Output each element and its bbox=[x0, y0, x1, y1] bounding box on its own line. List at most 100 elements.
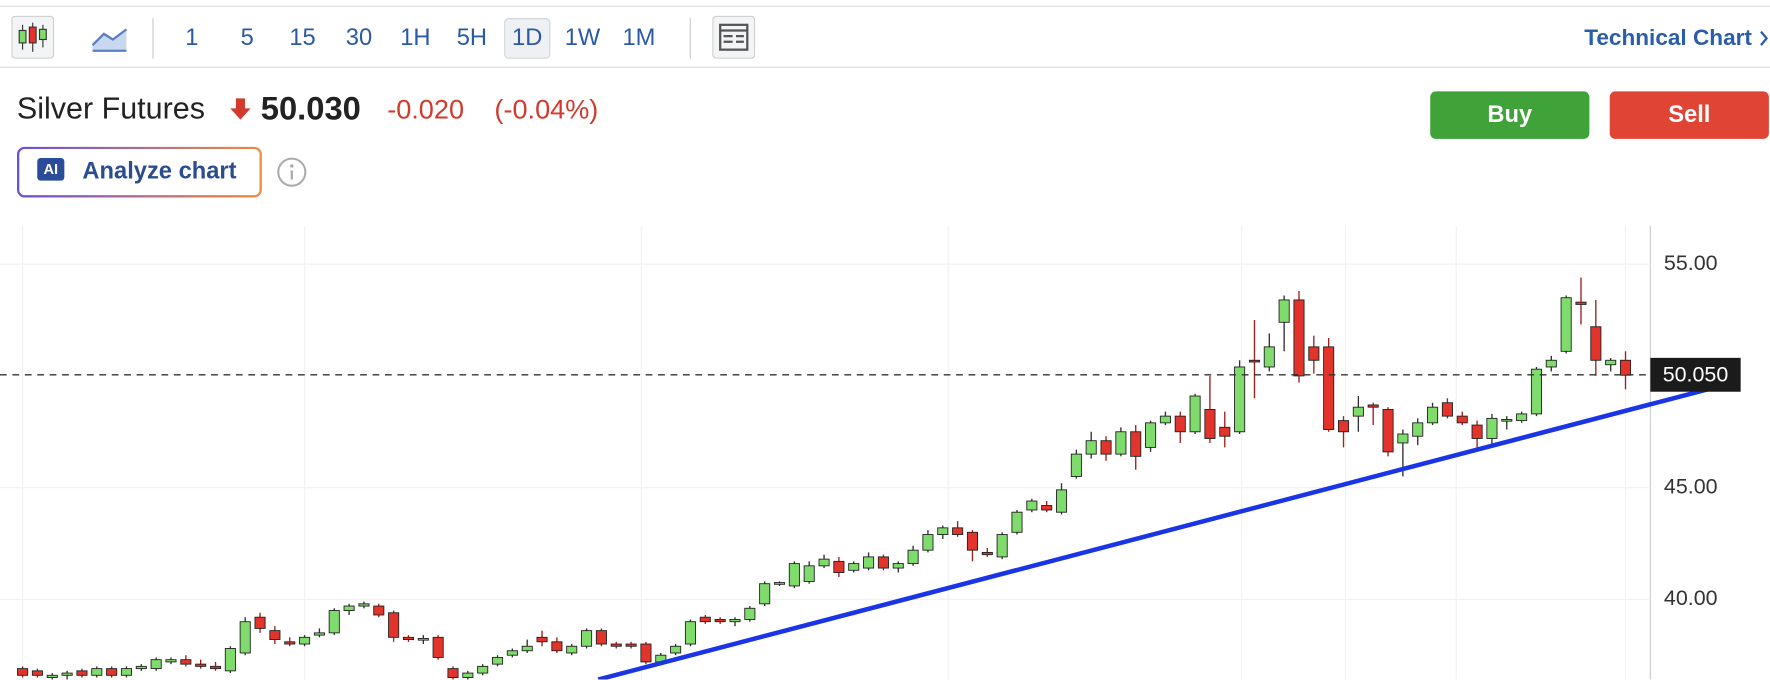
candle-body bbox=[877, 556, 889, 569]
candle-body bbox=[299, 636, 311, 645]
candle-body bbox=[61, 672, 73, 676]
candle-body bbox=[1456, 415, 1468, 424]
candle-body bbox=[209, 665, 222, 670]
candle-body bbox=[729, 619, 741, 623]
candle-body bbox=[1026, 500, 1038, 511]
candle-body bbox=[1174, 415, 1186, 433]
instrument-title: Silver Futures bbox=[16, 91, 205, 126]
analyze-button[interactable]: AI Analyze chart bbox=[17, 147, 262, 198]
candle-body bbox=[1189, 395, 1201, 433]
candle-body bbox=[1605, 359, 1617, 366]
interval-button[interactable]: 5H bbox=[456, 24, 488, 51]
candle-body bbox=[1234, 366, 1246, 433]
candle-body bbox=[1575, 301, 1587, 305]
candle-body bbox=[1471, 424, 1483, 439]
candle-body bbox=[1308, 346, 1320, 361]
last-price-label: 50.050 bbox=[1663, 363, 1729, 387]
candle-body bbox=[1352, 406, 1364, 417]
down-arrow bbox=[230, 98, 251, 120]
candle-body bbox=[788, 563, 800, 587]
candle-body bbox=[1278, 299, 1290, 323]
candle-body bbox=[952, 527, 964, 536]
candle-body bbox=[343, 605, 355, 611]
candle-body bbox=[91, 668, 103, 676]
candle-body bbox=[135, 665, 147, 670]
candle-body bbox=[892, 563, 904, 569]
interval-button[interactable]: 5 bbox=[240, 24, 254, 51]
interval-button[interactable]: 15 bbox=[289, 24, 316, 51]
candle-body bbox=[803, 565, 815, 582]
candle-body bbox=[595, 630, 607, 645]
candle-body bbox=[848, 563, 860, 571]
interval-button[interactable]: 1W bbox=[564, 24, 601, 51]
y-tick-label: 45.00 bbox=[1664, 474, 1718, 498]
candle-body bbox=[477, 665, 489, 674]
chart: 40.00 45.00 55.00 50.050 bbox=[0, 225, 1741, 680]
interval-button[interactable]: 1M bbox=[622, 24, 656, 51]
candle-body bbox=[1545, 359, 1557, 368]
candle-body bbox=[863, 556, 875, 569]
candle-body bbox=[1041, 505, 1053, 511]
change-percent: (-0.04%) bbox=[494, 94, 599, 126]
interval-button[interactable]: 1D bbox=[504, 18, 551, 59]
candle-body bbox=[195, 663, 207, 667]
candle-body bbox=[551, 641, 563, 652]
candle-body bbox=[31, 670, 43, 676]
candle-icon[interactable] bbox=[11, 15, 55, 59]
candle-body bbox=[284, 641, 296, 645]
separator bbox=[152, 18, 154, 59]
toolbar: 1 5 15 30 1H 5H 1D 1W 1M Technical Chart bbox=[0, 5, 1770, 68]
candle-body bbox=[670, 645, 682, 654]
candle-body bbox=[239, 621, 251, 654]
candle-body bbox=[1560, 297, 1572, 352]
candle-body bbox=[254, 616, 266, 629]
candle-body bbox=[1011, 511, 1023, 533]
candle-body bbox=[1219, 426, 1231, 437]
candle-body bbox=[907, 549, 919, 565]
candle-body bbox=[120, 668, 133, 676]
candle-body bbox=[328, 610, 340, 634]
candle-body bbox=[1382, 408, 1394, 453]
candle-body bbox=[1501, 419, 1513, 422]
analyze-text[interactable]: Analyze chart bbox=[82, 158, 237, 184]
candle-body bbox=[269, 630, 281, 641]
candle-body bbox=[358, 603, 370, 607]
candle-body bbox=[966, 531, 978, 551]
candle-body bbox=[76, 670, 88, 676]
change: -0.020 bbox=[387, 94, 465, 126]
candle-body bbox=[17, 668, 29, 676]
trend-line bbox=[597, 385, 1717, 680]
candle-body bbox=[625, 643, 637, 647]
candle-body bbox=[744, 607, 756, 620]
candle-body bbox=[447, 668, 459, 678]
candle-body bbox=[1130, 431, 1142, 457]
candle-body bbox=[922, 534, 934, 551]
interval-button[interactable]: 30 bbox=[345, 24, 373, 51]
price: 50.030 bbox=[260, 91, 361, 128]
y-tick-label: 40.00 bbox=[1664, 586, 1718, 610]
candle-body bbox=[610, 643, 622, 647]
candle-body bbox=[759, 583, 771, 605]
interval-button[interactable]: 1H bbox=[400, 24, 431, 51]
interval-button[interactable]: 1 bbox=[185, 24, 199, 51]
candle-body bbox=[1337, 420, 1350, 433]
candle-body bbox=[1248, 359, 1260, 363]
candle-body bbox=[833, 560, 845, 573]
candle-body bbox=[462, 672, 474, 678]
sell-button[interactable]: Sell bbox=[1609, 91, 1769, 139]
technical-chart-link[interactable]: Technical Chart bbox=[1584, 26, 1752, 52]
area-icon[interactable] bbox=[90, 20, 128, 54]
candle-body bbox=[224, 648, 236, 672]
candle-body bbox=[150, 659, 162, 670]
link-text[interactable]: Technical Chart bbox=[1584, 25, 1752, 51]
candle-body bbox=[1397, 433, 1409, 444]
candle-body bbox=[1145, 422, 1157, 448]
candle-body bbox=[1486, 417, 1498, 439]
info-icon[interactable] bbox=[277, 157, 307, 187]
candle-body bbox=[106, 668, 118, 676]
buy-button[interactable]: Buy bbox=[1430, 91, 1590, 139]
layout-icon[interactable] bbox=[712, 15, 756, 59]
candle-body bbox=[1159, 415, 1171, 424]
